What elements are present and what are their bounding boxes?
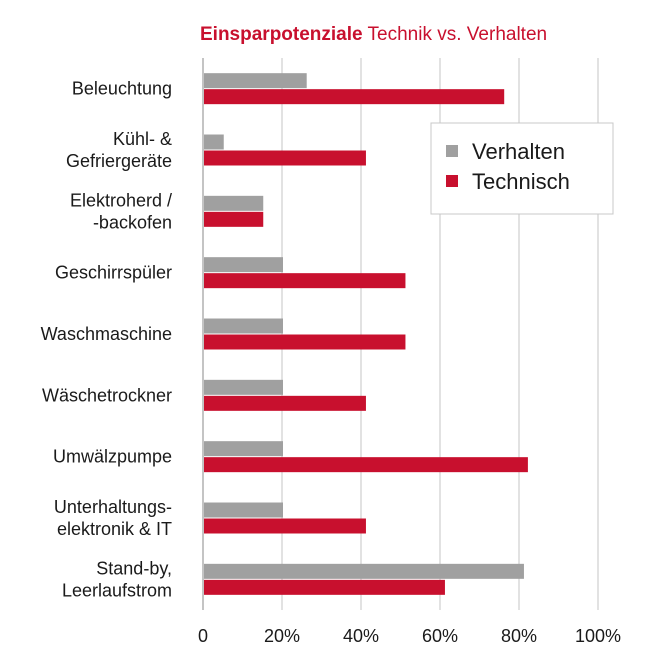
legend-swatch-verhalten xyxy=(446,145,458,157)
bar-verhalten xyxy=(204,379,283,395)
bars xyxy=(204,73,528,595)
category-label: Leerlaufstrom xyxy=(62,580,172,600)
category-label: Stand-by, xyxy=(96,558,172,578)
category-label: Unterhaltungs- xyxy=(54,497,172,517)
legend-label-technisch: Technisch xyxy=(472,169,570,194)
bar-verhalten xyxy=(204,73,307,89)
category-label: Kühl- & xyxy=(113,129,172,149)
bar-technisch xyxy=(204,579,445,595)
bar-technisch xyxy=(204,395,366,411)
category-label: elektronik & IT xyxy=(57,519,172,539)
x-tick-label: 40% xyxy=(343,626,379,646)
category-labels: Beleuchtung Kühl- &Gefriergeräte Elektrohe… xyxy=(41,79,172,601)
category-label: Umwälzpumpe xyxy=(53,447,172,467)
bar-verhalten xyxy=(204,195,264,211)
bar-technisch xyxy=(204,89,505,105)
legend-label-verhalten: Verhalten xyxy=(472,139,565,164)
category-label: Gefriergeräte xyxy=(66,151,172,171)
category-label: Geschirrspüler xyxy=(55,263,172,283)
chart-title-bold: Einsparpotenziale xyxy=(200,24,363,45)
x-tick-label: 60% xyxy=(422,626,458,646)
bar-technisch xyxy=(204,457,528,473)
category-label: -backofen xyxy=(93,212,172,232)
bar-verhalten xyxy=(204,318,283,334)
bar-technisch xyxy=(204,273,406,289)
chart-title: Einsparpotenziale Technik vs. Verhalten xyxy=(200,24,547,46)
category-label: Waschmaschine xyxy=(41,324,172,344)
bar-verhalten xyxy=(204,502,283,518)
x-tick-label: 100% xyxy=(575,626,621,646)
x-tick-label: 0 xyxy=(198,626,208,646)
bar-verhalten xyxy=(204,563,524,579)
bar-verhalten xyxy=(204,257,283,273)
x-tick-label: 80% xyxy=(501,626,537,646)
legend-box xyxy=(430,122,614,215)
bar-verhalten xyxy=(204,134,224,150)
category-label: Wäschetrockner xyxy=(42,385,172,405)
chart-title-rest: Technik vs. Verhalten xyxy=(367,24,548,45)
legend: Verhalten Technisch xyxy=(430,122,614,215)
category-label: Beleuchtung xyxy=(72,79,172,99)
bar-technisch xyxy=(204,211,264,227)
legend-swatch-technisch xyxy=(446,175,458,187)
bar-verhalten xyxy=(204,441,283,457)
x-tick-label: 20% xyxy=(264,626,300,646)
bar-technisch xyxy=(204,150,366,166)
x-tick-labels: 0 20% 40% 60% 80% 100% xyxy=(198,626,621,646)
bar-technisch xyxy=(204,518,366,534)
category-label: Elektroherd / xyxy=(70,190,172,210)
bar-technisch xyxy=(204,334,406,350)
